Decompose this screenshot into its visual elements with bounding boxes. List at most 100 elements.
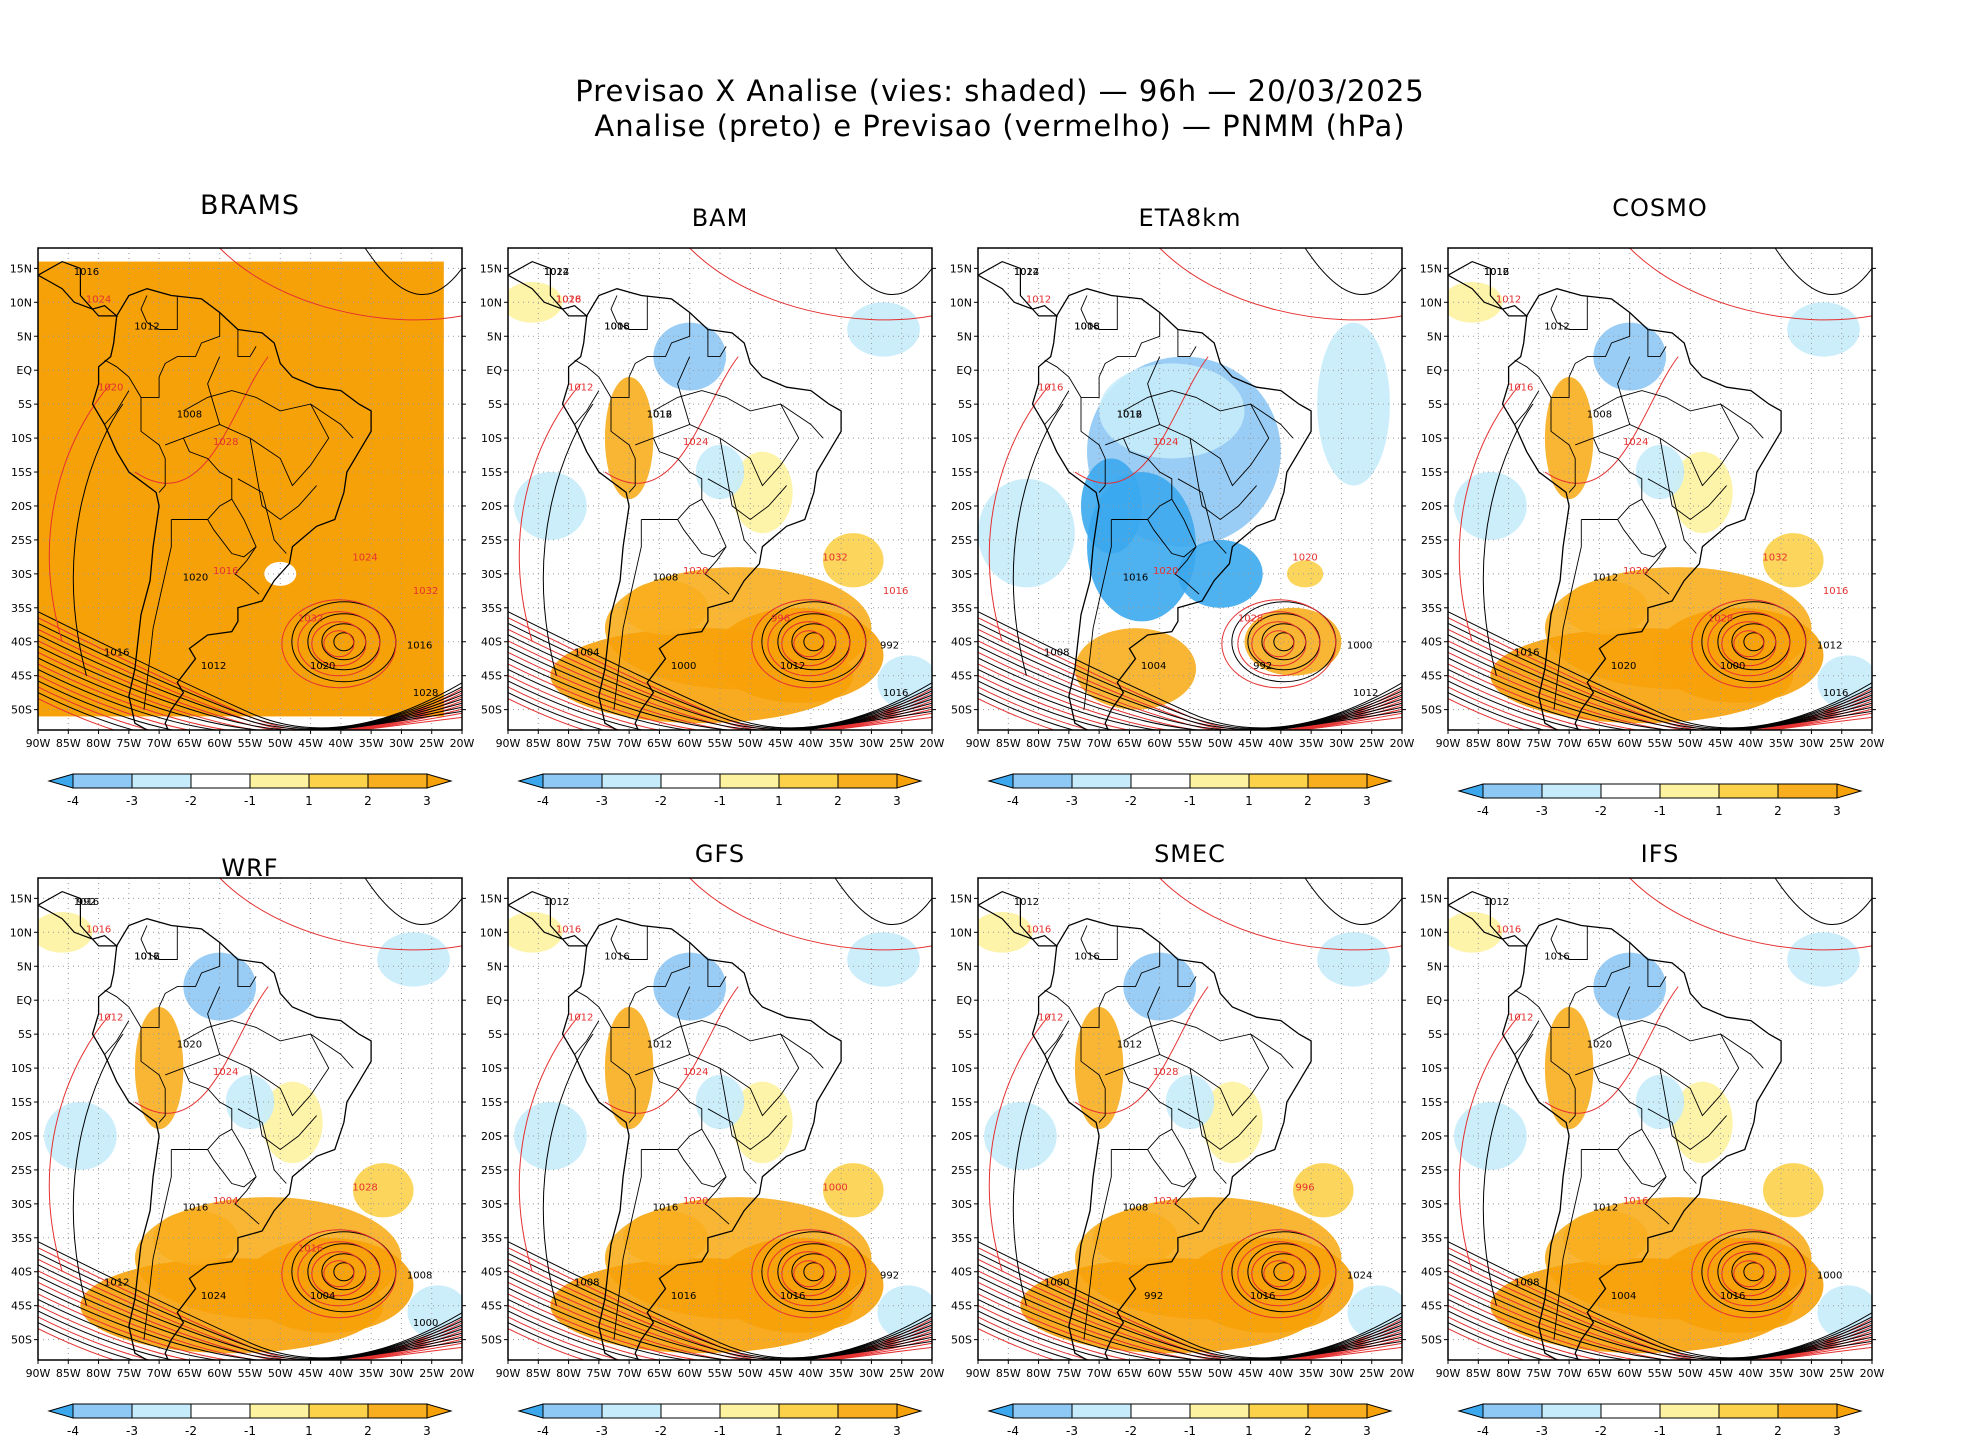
analysis-isobar bbox=[38, 1310, 462, 1360]
lon-label: 35W bbox=[359, 1367, 384, 1380]
lat-label: 15N bbox=[950, 262, 972, 275]
analysis-isobar bbox=[38, 657, 462, 730]
analysis-isobar bbox=[1448, 1310, 1872, 1360]
colorbar-segment bbox=[1541, 783, 1602, 799]
lon-label: 45W bbox=[768, 1367, 793, 1380]
forecast-isobar bbox=[38, 1316, 462, 1360]
forecast-isobar bbox=[978, 1305, 1402, 1360]
country-border bbox=[237, 329, 257, 358]
country-border bbox=[1550, 397, 1576, 493]
forecast-label: 1012 bbox=[1038, 1013, 1063, 1024]
analysis-label: 1000 bbox=[1817, 1271, 1842, 1282]
country-border bbox=[1147, 356, 1161, 425]
analysis-isobar bbox=[978, 1241, 1402, 1359]
forecast-label: 1032 bbox=[298, 613, 323, 624]
lon-label: 80W bbox=[86, 1367, 111, 1380]
country-border bbox=[1593, 1020, 1740, 1117]
colorbar-tick: 2 bbox=[364, 794, 372, 808]
country-border bbox=[249, 1068, 317, 1151]
bias-shading: 1012 1016 1012 1016 1008 1016 992 1016 1016 1012 1… bbox=[508, 878, 932, 1360]
analysis-label: 1012 bbox=[1014, 897, 1039, 908]
lon-label: 35W bbox=[359, 737, 384, 750]
forecast-label: 1032 bbox=[822, 552, 847, 563]
analysis-isobar bbox=[1774, 248, 1872, 295]
lat-label: 10N bbox=[950, 926, 972, 939]
lat-label: 50S bbox=[1421, 704, 1442, 717]
analysis-label: 1016 bbox=[604, 321, 629, 332]
country-border bbox=[574, 1020, 600, 1055]
country-border bbox=[1647, 1108, 1697, 1184]
forecast-isobar bbox=[1263, 630, 1295, 658]
forecast-label: 1020 bbox=[98, 383, 123, 394]
analysis-label: 1012 bbox=[104, 1277, 129, 1288]
lat-label: 20S bbox=[951, 500, 972, 513]
forecast-isobar bbox=[793, 630, 825, 658]
colorbar-segment bbox=[1307, 773, 1368, 789]
analysis-label: 1012 bbox=[647, 410, 672, 421]
forecast-isobar bbox=[1448, 686, 1872, 730]
colorbar-arrow-high bbox=[1366, 1403, 1393, 1419]
coastline bbox=[1887, 248, 1890, 289]
colorbar-arrow-high bbox=[896, 773, 923, 789]
bias-shading: 1012 1016 1020 1012 1008 1004 1000 1016 1016 1012… bbox=[1448, 878, 1872, 1360]
lat-label: 45S bbox=[951, 1300, 972, 1313]
bias-shading: 1012 1016 1012 1008 1000 992 1024 1016 1016 1012 1… bbox=[978, 878, 1402, 1360]
country-border bbox=[310, 403, 354, 439]
analysis-isobar bbox=[978, 1299, 1402, 1360]
lon-label: 90W bbox=[26, 737, 51, 750]
analysis-label: 1012 bbox=[544, 897, 569, 908]
country-border bbox=[613, 1149, 642, 1340]
colorbar-arrow-low bbox=[517, 773, 544, 789]
map-wrf: 1016101210201016101210241008100410009921… bbox=[10, 877, 475, 1380]
analysis-label: 1016 bbox=[1250, 1291, 1275, 1302]
title-line-1: Previsao X Analise (vies: shaded) — 96h … bbox=[575, 74, 1425, 108]
colorbar-segment bbox=[308, 1403, 369, 1419]
country-border bbox=[165, 1067, 233, 1150]
country-border bbox=[1080, 1027, 1106, 1123]
forecast-isobar bbox=[508, 1316, 932, 1360]
forecast-isobar bbox=[1629, 878, 1872, 951]
analysis-label: 1004 bbox=[574, 647, 599, 658]
lat-label: 35S bbox=[11, 602, 32, 615]
analysis-label: 1012 bbox=[1353, 688, 1378, 699]
country-border bbox=[207, 498, 257, 558]
lat-label: 10N bbox=[10, 926, 32, 939]
analysis-label: 1016 bbox=[780, 1291, 805, 1302]
lat-label: 15N bbox=[480, 892, 502, 905]
analysis-isobar bbox=[38, 1241, 462, 1359]
lat-label: 10N bbox=[950, 296, 972, 309]
lon-label: 20W bbox=[1860, 737, 1885, 750]
colorbar-tick: 2 bbox=[834, 1424, 842, 1438]
forecast-isobar bbox=[1448, 1305, 1872, 1360]
forecast-isobar bbox=[978, 663, 1402, 730]
lat-label: 15S bbox=[11, 1096, 32, 1109]
analysis-label: 1012 bbox=[1593, 1203, 1618, 1214]
forecast-isobar bbox=[1448, 1293, 1872, 1360]
colorbar-segment bbox=[131, 773, 192, 789]
colorbar-segment bbox=[1012, 1403, 1073, 1419]
forecast-isobar bbox=[38, 1305, 462, 1360]
analysis-label: 1008 bbox=[653, 573, 678, 584]
analysis-isobar bbox=[72, 1033, 124, 1306]
forecast-isobar bbox=[38, 663, 462, 730]
analysis-isobar bbox=[508, 1287, 932, 1360]
country-border bbox=[1720, 1033, 1764, 1069]
lon-label: 90W bbox=[496, 737, 521, 750]
forecast-label: 1016 bbox=[1038, 383, 1063, 394]
country-border bbox=[1147, 498, 1197, 558]
colorbar-segment bbox=[542, 773, 603, 789]
lon-label: 50W bbox=[268, 737, 293, 750]
country-border bbox=[1550, 925, 1588, 960]
colorbar-bam: -4-3-2-11234 bbox=[517, 773, 923, 808]
colorbar-tick: -4 bbox=[1477, 804, 1489, 818]
lat-label: 5S bbox=[488, 398, 502, 411]
analysis-isobar bbox=[38, 1287, 462, 1360]
colorbar-tick: -3 bbox=[1066, 794, 1078, 808]
lon-label: 75W bbox=[1526, 737, 1551, 750]
forecast-isobar bbox=[281, 599, 397, 689]
colorbar-tick: -2 bbox=[1595, 804, 1607, 818]
country-border bbox=[574, 942, 691, 1028]
analysis-isobar bbox=[508, 611, 932, 729]
analysis-label: 1016 bbox=[74, 897, 99, 908]
lon-label: 55W bbox=[238, 737, 263, 750]
